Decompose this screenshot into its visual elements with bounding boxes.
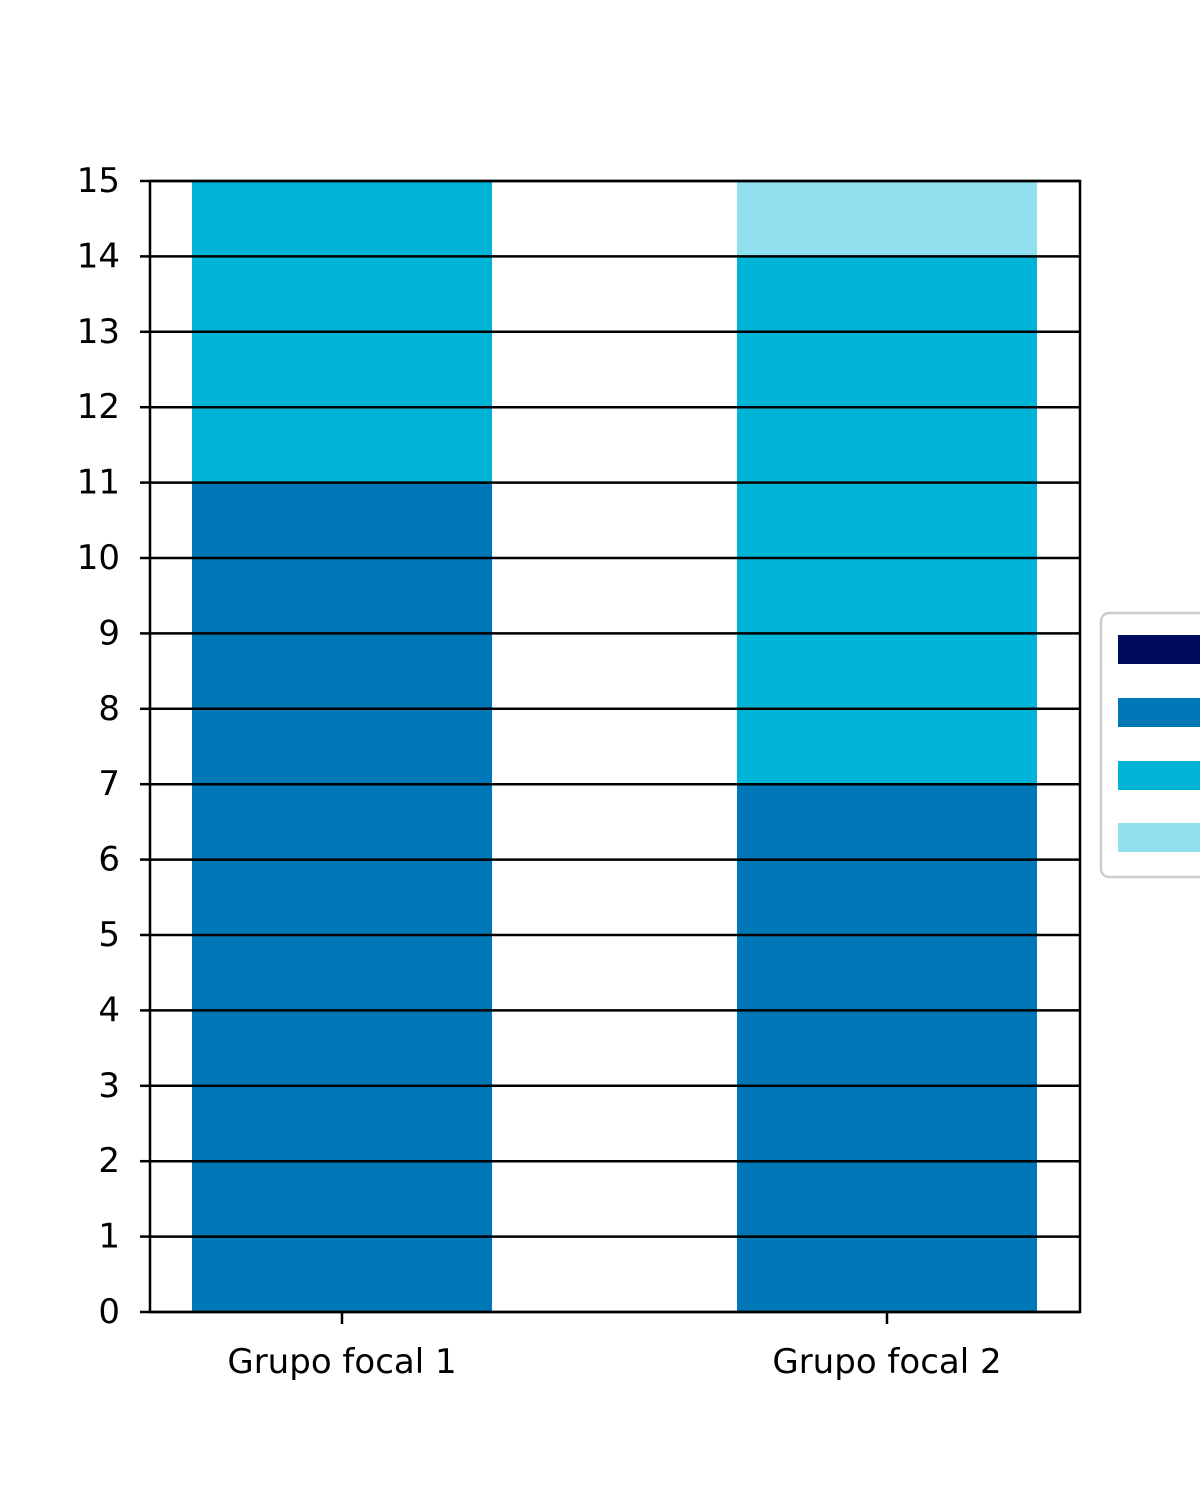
legend xyxy=(1099,611,1200,879)
bars-layer xyxy=(192,181,1037,1313)
plot-frame xyxy=(148,179,1082,1314)
legend-swatch xyxy=(1118,761,1200,790)
y-tick-label: 5 xyxy=(98,915,120,955)
y-tick-label: 13 xyxy=(77,312,120,352)
bar-segment xyxy=(737,181,1037,257)
bar-segment xyxy=(737,256,1037,785)
y-tick-label: 14 xyxy=(77,236,120,276)
y-tick-label: 6 xyxy=(98,840,120,880)
y-tick-label: 8 xyxy=(98,689,120,729)
y-tick-label: 11 xyxy=(77,463,120,503)
y-tick-label: 0 xyxy=(98,1292,120,1332)
y-tick-label: 9 xyxy=(98,613,120,653)
x-axis: Grupo focal 1 Grupo focal 2 xyxy=(227,1312,1002,1382)
y-tick-label: 7 xyxy=(98,764,120,804)
x-tick-label: Grupo focal 1 xyxy=(227,1342,456,1382)
y-tick-label: 4 xyxy=(98,990,120,1030)
y-tick-label: 2 xyxy=(98,1141,120,1181)
y-tick-label: 15 xyxy=(77,161,120,201)
legend-swatch xyxy=(1118,635,1200,664)
grid-layer xyxy=(150,179,1080,1314)
legend-swatch xyxy=(1118,823,1200,852)
legend-swatch xyxy=(1118,698,1200,727)
y-tick-label: 3 xyxy=(98,1066,120,1106)
legend-frame xyxy=(1099,611,1200,879)
x-tick-label: Grupo focal 2 xyxy=(772,1342,1001,1382)
bar-segment xyxy=(737,784,1037,1312)
y-tick-label: 1 xyxy=(98,1217,120,1257)
y-tick-label: 12 xyxy=(77,387,120,427)
bar-segment xyxy=(192,482,492,1313)
y-tick-label: 10 xyxy=(77,538,120,578)
